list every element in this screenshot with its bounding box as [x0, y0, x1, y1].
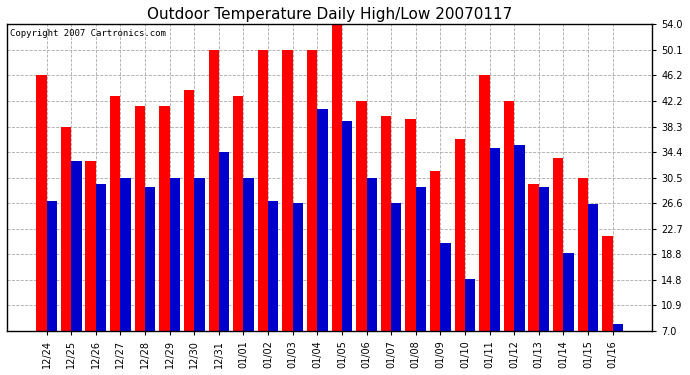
- Bar: [332, 24, 342, 375]
- Bar: [208, 50, 219, 375]
- Bar: [342, 121, 353, 375]
- Bar: [110, 96, 121, 375]
- Bar: [406, 119, 416, 375]
- Bar: [159, 106, 170, 375]
- Bar: [578, 178, 588, 375]
- Bar: [440, 243, 451, 375]
- Bar: [282, 50, 293, 375]
- Text: Copyright 2007 Cartronics.com: Copyright 2007 Cartronics.com: [10, 29, 166, 38]
- Bar: [135, 106, 145, 375]
- Bar: [564, 253, 573, 375]
- Title: Outdoor Temperature Daily High/Low 20070117: Outdoor Temperature Daily High/Low 20070…: [147, 7, 512, 22]
- Bar: [465, 279, 475, 375]
- Bar: [170, 178, 180, 375]
- Bar: [219, 152, 229, 375]
- Bar: [504, 101, 514, 375]
- Bar: [381, 116, 391, 375]
- Bar: [455, 139, 465, 375]
- Bar: [184, 90, 195, 375]
- Bar: [553, 158, 564, 375]
- Bar: [233, 96, 244, 375]
- Bar: [195, 178, 205, 375]
- Bar: [356, 101, 366, 375]
- Bar: [430, 171, 440, 375]
- Bar: [96, 184, 106, 375]
- Bar: [268, 201, 279, 375]
- Bar: [61, 127, 71, 375]
- Bar: [37, 75, 47, 375]
- Bar: [366, 178, 377, 375]
- Bar: [602, 236, 613, 375]
- Bar: [514, 145, 524, 375]
- Bar: [391, 203, 402, 375]
- Bar: [71, 161, 81, 375]
- Bar: [86, 161, 96, 375]
- Bar: [244, 178, 254, 375]
- Bar: [539, 188, 549, 375]
- Bar: [317, 109, 328, 375]
- Bar: [529, 184, 539, 375]
- Bar: [145, 188, 155, 375]
- Bar: [293, 203, 303, 375]
- Bar: [121, 178, 131, 375]
- Bar: [47, 201, 57, 375]
- Bar: [480, 75, 490, 375]
- Bar: [416, 188, 426, 375]
- Bar: [307, 50, 317, 375]
- Bar: [588, 204, 598, 375]
- Bar: [258, 50, 268, 375]
- Bar: [613, 324, 623, 375]
- Bar: [490, 148, 500, 375]
